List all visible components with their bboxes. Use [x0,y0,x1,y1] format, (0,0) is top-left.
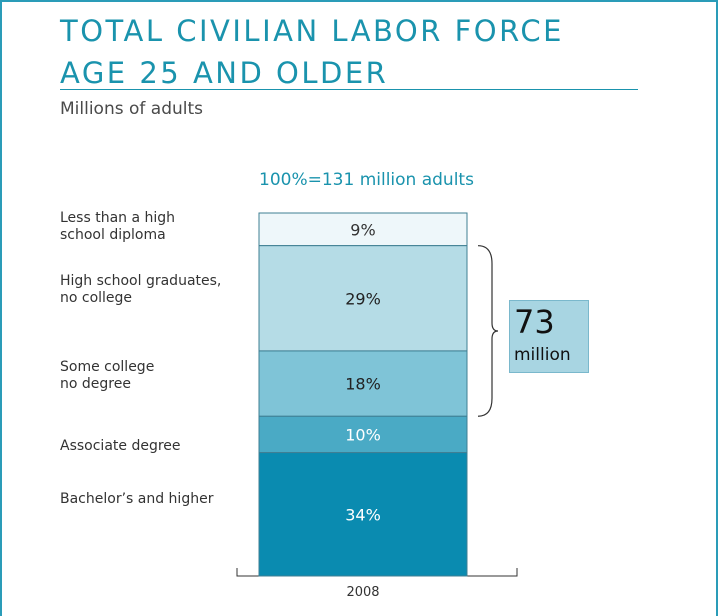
category-label-1: High school graduates, no college [60,273,260,307]
bar-segment-0 [258,212,468,247]
total-label: 100%=131 million adults [259,170,474,190]
category-label-line: Some college [60,358,155,375]
category-label-2: Some college no degree [60,359,260,393]
category-label-line: Less than a high [60,210,176,226]
bar-segment-4 [258,452,468,577]
bracket-callout: 73 million [509,300,589,373]
category-label-0: Less than a high school diploma [60,210,260,244]
bar-segment-1 [258,245,468,352]
callout-unit: million [514,345,571,365]
chart-title-line-2: AGE 25 AND OLDER [60,56,389,90]
category-label-3: Associate degree [60,438,260,455]
category-label-line: High school graduates, [60,272,222,289]
category-label-line: Bachelor’s and higher [60,490,214,507]
data-label-0: 9% [350,220,375,239]
chart-subtitle: Millions of adults [60,99,204,119]
data-label-4: 34% [345,505,381,524]
curly-bracket [477,245,499,417]
title-divider [60,89,638,90]
data-label-3: 10% [345,425,381,444]
category-label-4: Bachelor’s and higher [60,491,260,508]
category-label-line: school diploma [60,227,166,243]
x-tick-label: 2008 [346,585,380,600]
category-label-line: no college [60,289,133,306]
callout-value: 73 [514,303,555,341]
category-label-line: Associate degree [60,437,181,454]
category-label-line: no degree [60,375,131,392]
data-label-1: 29% [345,289,381,308]
data-label-2: 18% [345,375,381,394]
chart-title-line-1: TOTAL CIVILIAN LABOR FORCE [60,14,564,48]
